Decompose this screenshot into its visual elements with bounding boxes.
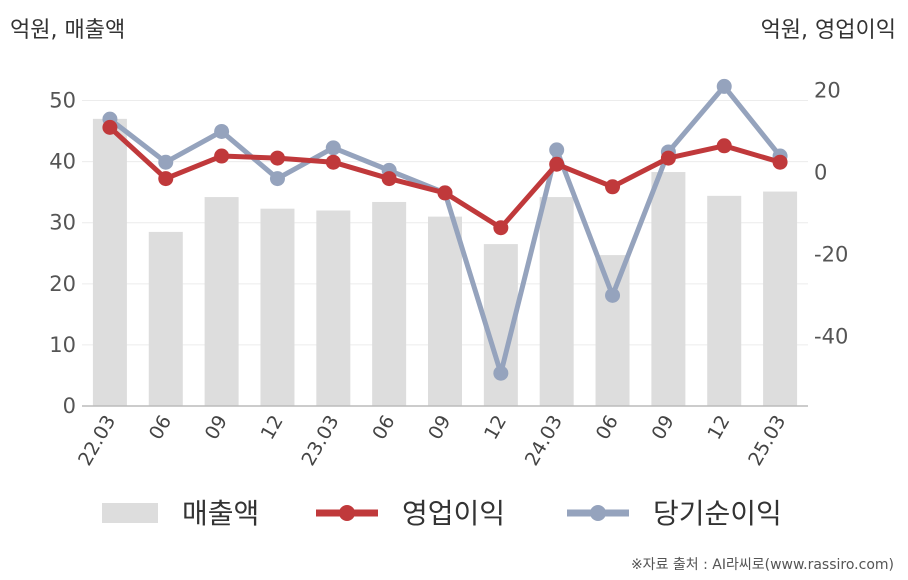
source-note: ※자료 출처 : AI라씨로(www.rassiro.com) bbox=[630, 557, 894, 573]
data-point bbox=[660, 150, 676, 166]
legend-label: 당기순이익 bbox=[653, 497, 782, 530]
left-tick-label: 20 bbox=[49, 272, 76, 296]
right-tick-label: 20 bbox=[814, 78, 841, 102]
x-tick-label: 24.03 bbox=[521, 412, 567, 470]
data-point bbox=[605, 179, 621, 195]
bar bbox=[763, 191, 798, 406]
bar bbox=[651, 172, 686, 406]
legend-label: 매출액 bbox=[182, 497, 259, 530]
right-tick-label: 0 bbox=[814, 160, 827, 184]
data-point bbox=[772, 154, 788, 170]
data-point bbox=[325, 140, 341, 156]
legend-swatch-marker bbox=[590, 505, 606, 521]
left-axis-unit: 억원, 매출액 bbox=[10, 18, 126, 43]
x-tick-label: 09 bbox=[648, 412, 679, 444]
x-tick-label: 09 bbox=[201, 412, 232, 444]
line-series bbox=[102, 78, 788, 381]
x-tick-label: 12 bbox=[257, 412, 288, 444]
bar bbox=[204, 197, 239, 406]
right-tick-label: -20 bbox=[814, 242, 848, 266]
left-tick-label: 50 bbox=[49, 89, 76, 113]
bar bbox=[428, 216, 462, 406]
data-point bbox=[269, 150, 285, 166]
data-point bbox=[493, 365, 509, 381]
data-point bbox=[381, 171, 397, 187]
x-tick-label: 06 bbox=[592, 412, 623, 444]
bar bbox=[316, 210, 351, 406]
legend-swatch-marker bbox=[339, 505, 355, 521]
x-tick-label: 12 bbox=[480, 412, 511, 444]
data-point bbox=[269, 171, 285, 187]
legend-label: 영업이익 bbox=[402, 497, 505, 530]
data-point bbox=[158, 154, 174, 170]
left-tick-label: 40 bbox=[49, 150, 76, 174]
bar bbox=[595, 255, 630, 406]
x-tick-label: 22.03 bbox=[74, 412, 120, 470]
bar bbox=[260, 208, 295, 406]
data-point bbox=[493, 220, 509, 236]
legend-swatch-bar bbox=[102, 503, 158, 523]
bar bbox=[372, 201, 407, 406]
data-point bbox=[214, 148, 230, 164]
bar bbox=[92, 118, 127, 406]
left-tick-label: 30 bbox=[49, 211, 76, 235]
data-point bbox=[549, 142, 565, 158]
bar bbox=[148, 231, 183, 406]
data-point bbox=[437, 185, 453, 201]
left-tick-label: 10 bbox=[49, 333, 76, 357]
data-point bbox=[214, 123, 230, 139]
x-tick-label: 25.03 bbox=[744, 412, 790, 470]
left-tick-label: 0 bbox=[63, 394, 76, 418]
data-point bbox=[325, 154, 341, 170]
data-point bbox=[605, 287, 621, 303]
legend: 매출액 영업이익 당기순이익 bbox=[102, 497, 782, 530]
right-tick-label: -40 bbox=[814, 324, 848, 348]
data-point bbox=[102, 119, 118, 135]
x-tick-label: 06 bbox=[368, 412, 399, 444]
data-point bbox=[716, 78, 732, 94]
bar bbox=[539, 197, 574, 406]
data-point bbox=[716, 138, 732, 154]
x-tick-label: 06 bbox=[145, 412, 176, 444]
x-tick-label: 23.03 bbox=[297, 412, 343, 470]
x-tick-label: 09 bbox=[424, 412, 455, 444]
bar-series bbox=[92, 118, 798, 406]
bar bbox=[707, 195, 742, 406]
data-point bbox=[549, 156, 565, 172]
data-point bbox=[158, 171, 174, 187]
x-tick-label: 12 bbox=[703, 412, 734, 444]
right-axis-unit: 억원, 영업이익 bbox=[760, 18, 896, 43]
